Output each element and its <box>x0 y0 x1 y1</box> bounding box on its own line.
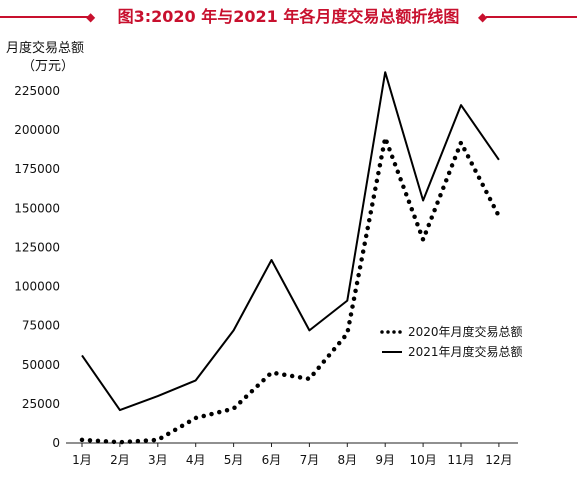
x-tick-label: 8月 <box>337 453 357 467</box>
x-tick-label: 12月 <box>485 453 512 467</box>
figure-title-bar: ◆ ◆ 图3:2020 年与2021 年各月度交易总额折线图 <box>0 0 577 34</box>
chart-title: 图3:2020 年与2021 年各月度交易总额折线图 <box>101 7 476 26</box>
x-tick-label: 2月 <box>110 453 130 467</box>
y-tick-label: 200000 <box>14 123 60 137</box>
x-tick-label: 1月 <box>72 453 92 467</box>
y-tick-label: 175000 <box>14 162 60 176</box>
x-tick-label: 7月 <box>300 453 320 467</box>
legend-label-1: 2020年月度交易总额 <box>408 324 523 339</box>
series-line-2 <box>81 71 500 412</box>
legend: 2020年月度交易总额 2021年月度交易总额 <box>380 324 523 359</box>
x-tick-label: 6月 <box>262 453 282 467</box>
y-axis-label-block: 月度交易总额 （万元） <box>6 40 84 76</box>
series-line-1 <box>79 135 502 445</box>
diamond-left-icon: ◆ <box>86 10 96 24</box>
title-rule-right <box>486 16 577 18</box>
y-axis-label: 月度交易总额 <box>6 41 85 56</box>
x-tick-label: 9月 <box>375 453 395 467</box>
y-tick-label: 150000 <box>14 201 60 215</box>
y-tick-label: 125000 <box>14 240 60 254</box>
x-tick-label: 5月 <box>224 453 244 467</box>
y-axis-unit: （万元） <box>22 59 75 74</box>
y-tick-label: 225000 <box>14 84 60 98</box>
y-tick-label: 0 <box>52 436 60 450</box>
legend-label-2: 2021年月度交易总额 <box>408 344 523 359</box>
x-tick-label: 3月 <box>148 453 168 467</box>
x-tick-label: 4月 <box>186 453 206 467</box>
title-rule-left <box>0 16 90 18</box>
x-tick-label: 11月 <box>447 453 474 467</box>
series-layer <box>79 71 502 445</box>
x-tick-label: 10月 <box>409 453 436 467</box>
diamond-right-icon: ◆ <box>478 10 488 24</box>
y-tick-label: 50000 <box>22 358 60 372</box>
y-tick-label: 100000 <box>14 280 60 294</box>
y-tick-label: 75000 <box>22 319 60 333</box>
axes: 0 25000 50000 75000 100000 125000 150000 175000… <box>14 84 518 467</box>
y-tick-label: 25000 <box>22 397 60 411</box>
